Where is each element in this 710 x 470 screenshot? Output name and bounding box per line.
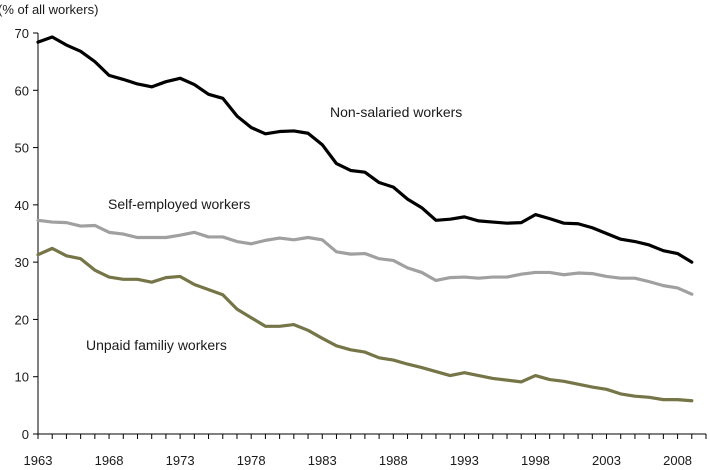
x-tick-label: 2008 — [663, 453, 692, 468]
x-tick-label: 1993 — [450, 453, 479, 468]
x-tick-label: 2003 — [592, 453, 621, 468]
series-line-unpaid-familiy-workers — [36, 246, 694, 403]
series-line-self-employed-workers — [36, 218, 694, 296]
y-tick-label: 10 — [15, 370, 29, 385]
axes: 0 10 20 30 40 50 60 70 1963 1968 1973 1978 1983 1988 1… — [15, 26, 707, 468]
series-label-self-employed-workers: Self-employed workers — [108, 196, 250, 212]
x-tick-label: 1998 — [521, 453, 550, 468]
series-label-unpaid-familiy-workers: Unpaid familiy workers — [86, 337, 227, 353]
x-tick-label: 1988 — [379, 453, 408, 468]
series-layer — [36, 35, 694, 403]
y-tick-label: 40 — [15, 198, 29, 213]
series-line-non-salaried-workers — [36, 35, 694, 264]
y-tick-label: 50 — [15, 141, 29, 156]
x-tick-label: 1963 — [24, 453, 53, 468]
x-tick-label: 1968 — [95, 453, 124, 468]
y-tick-label: 60 — [15, 83, 29, 98]
x-tick-label: 1978 — [237, 453, 266, 468]
series-labels: Non-salaried workers Self-employed worker… — [86, 104, 462, 353]
x-tick-label: 1983 — [308, 453, 337, 468]
y-axis-label: (% of all workers) — [0, 2, 98, 17]
y-tick-label: 70 — [15, 26, 29, 41]
series-label-non-salaried-workers: Non-salaried workers — [330, 104, 462, 120]
y-tick-label: 20 — [15, 312, 29, 327]
y-tick-label: 30 — [15, 255, 29, 270]
x-tick-label: 1973 — [166, 453, 195, 468]
y-tick-label: 0 — [22, 427, 29, 442]
